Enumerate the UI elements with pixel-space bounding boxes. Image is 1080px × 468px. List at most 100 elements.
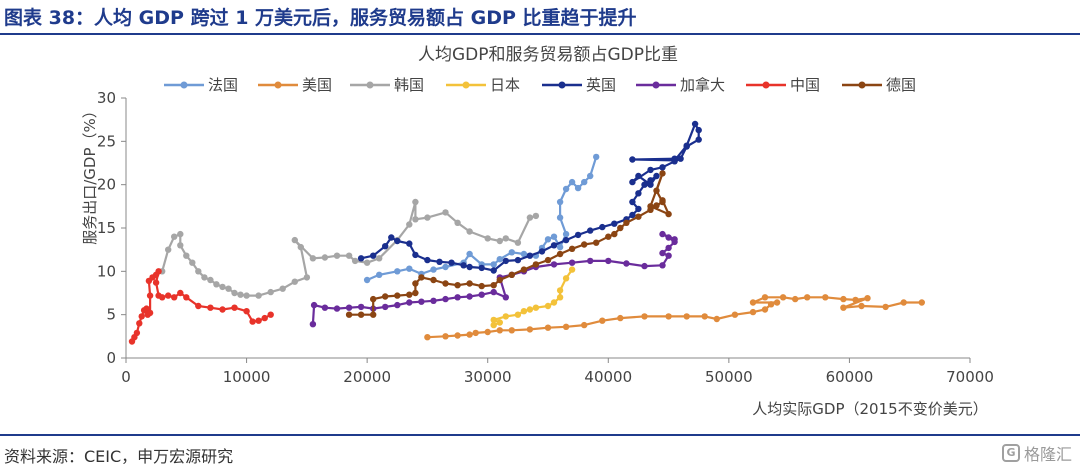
data-point xyxy=(550,242,558,249)
legend-item-加拿大: 加拿大 xyxy=(636,76,725,94)
series-英国 xyxy=(357,120,702,274)
data-point xyxy=(635,190,642,197)
legend-label: 德国 xyxy=(886,76,916,94)
data-point xyxy=(538,248,546,255)
series-line xyxy=(360,122,700,272)
data-point xyxy=(514,311,522,318)
legend-label: 中国 xyxy=(790,76,820,94)
data-point xyxy=(466,250,473,258)
data-point xyxy=(556,198,564,206)
data-point xyxy=(665,313,672,320)
data-point xyxy=(514,239,522,246)
y-tick-label: 15 xyxy=(97,219,116,237)
data-point xyxy=(219,306,226,313)
data-point xyxy=(629,178,636,186)
data-point xyxy=(466,228,473,235)
data-point xyxy=(641,181,648,188)
data-point xyxy=(165,246,172,253)
data-point xyxy=(261,314,268,322)
data-point xyxy=(490,282,497,289)
data-point xyxy=(345,311,353,318)
data-point xyxy=(556,294,564,301)
data-point xyxy=(882,303,889,311)
legend-label: 韩国 xyxy=(394,76,424,94)
data-point xyxy=(466,280,473,287)
legend-swatch-marker xyxy=(462,81,470,89)
y-tick-label: 20 xyxy=(97,176,116,194)
data-point xyxy=(502,294,509,301)
data-point xyxy=(611,220,618,227)
data-point xyxy=(195,302,202,310)
data-point xyxy=(550,261,558,268)
data-point xyxy=(376,271,383,278)
y-tick-label: 0 xyxy=(106,349,116,367)
data-point xyxy=(382,303,389,311)
data-point xyxy=(605,257,612,265)
data-point xyxy=(424,334,431,341)
data-point xyxy=(635,205,642,213)
data-point xyxy=(635,213,642,220)
data-point xyxy=(303,274,311,281)
x-tick-label: 0 xyxy=(121,368,131,386)
watermark: G 格隆汇 xyxy=(1001,441,1072,465)
chart-title: 人均GDP和服务贸易额占GDP比重 xyxy=(418,45,678,65)
chart: 人均GDP和服务贸易额占GDP比重 法国 美国 韩国 日本 英国 加拿大 中国 德国 0 100… xyxy=(81,45,994,418)
data-point xyxy=(412,216,419,223)
data-point xyxy=(659,170,666,177)
data-point xyxy=(146,292,154,299)
footer-divider xyxy=(0,434,1080,436)
data-point xyxy=(562,275,570,282)
data-point xyxy=(370,311,377,318)
data-point xyxy=(617,314,624,322)
data-point xyxy=(695,126,702,134)
data-point xyxy=(767,301,775,308)
data-point xyxy=(442,295,449,303)
data-point xyxy=(394,237,401,245)
data-point xyxy=(490,288,497,296)
data-point xyxy=(165,292,172,299)
data-point xyxy=(581,178,588,186)
data-point xyxy=(448,259,455,266)
data-point xyxy=(442,263,449,271)
data-point xyxy=(472,329,479,337)
data-point xyxy=(363,276,371,284)
data-point xyxy=(460,262,467,269)
data-point xyxy=(146,309,154,317)
data-point xyxy=(822,294,829,301)
data-point xyxy=(568,266,576,273)
y-tick-label: 30 xyxy=(97,89,116,107)
data-point xyxy=(508,249,515,256)
data-point xyxy=(496,319,503,326)
data-point xyxy=(152,279,160,286)
data-point xyxy=(701,313,708,320)
data-point xyxy=(864,295,871,302)
data-point xyxy=(412,280,419,287)
series-美国 xyxy=(424,294,925,341)
x-tick-label: 30000 xyxy=(464,368,512,386)
data-point xyxy=(520,266,528,273)
figure-title: 图表 38：人均 GDP 跨过 1 万美元后，服务贸易额占 GDP 比重趋于提升 xyxy=(4,7,637,29)
data-point xyxy=(406,299,413,306)
data-point xyxy=(424,214,431,221)
data-point xyxy=(532,212,540,220)
data-point xyxy=(683,142,690,149)
data-point xyxy=(532,261,540,268)
data-point xyxy=(394,292,401,299)
data-point xyxy=(749,308,757,316)
legend-label: 英国 xyxy=(586,76,616,94)
data-point xyxy=(496,327,503,334)
series-中国 xyxy=(128,268,274,345)
data-point xyxy=(133,329,141,337)
x-tick-label: 60000 xyxy=(826,368,874,386)
legend-swatch-marker xyxy=(366,81,374,89)
legend-item-日本: 日本 xyxy=(446,76,520,94)
data-point xyxy=(309,321,317,328)
data-point xyxy=(321,254,329,261)
data-point xyxy=(587,227,594,234)
data-point xyxy=(466,293,473,300)
data-point xyxy=(490,261,497,268)
data-point xyxy=(502,313,509,320)
data-point xyxy=(231,304,238,311)
data-point xyxy=(900,299,907,306)
data-point xyxy=(761,306,769,313)
